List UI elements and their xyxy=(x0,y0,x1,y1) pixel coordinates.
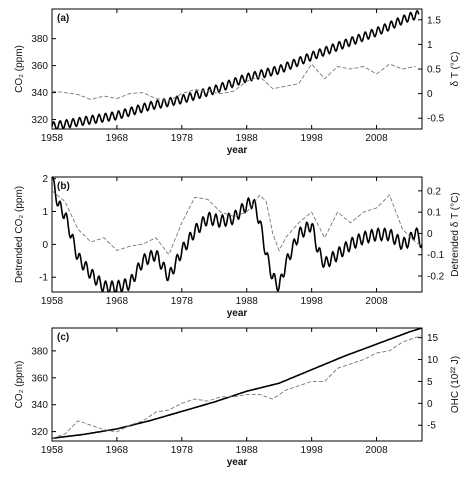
y-left-tick-label: -1 xyxy=(39,273,48,284)
chart-panel-2: 1958 1968 1978 1988 1998 2008 -1 0 1 2 -0.2 -0.1 0 0.… xyxy=(14,174,461,319)
y-right-tick-label: 15 xyxy=(427,333,439,344)
x-tick-label: 1998 xyxy=(301,133,324,144)
x-tick-label: 1958 xyxy=(41,133,64,144)
y-right-tick-label: 0.5 xyxy=(427,65,441,76)
x-tick-label: 1988 xyxy=(236,445,259,456)
y-left-tick-label: 1 xyxy=(42,207,48,218)
panel-label: (b) xyxy=(57,181,70,192)
x-tick-label: 1958 xyxy=(41,445,64,456)
x-tick-label: 1988 xyxy=(236,133,259,144)
x-tick-label: 1978 xyxy=(171,133,194,144)
x-tick-label: 2008 xyxy=(365,296,388,307)
y-left-tick-label: 380 xyxy=(31,346,48,357)
y-right-tick-label: -0.5 xyxy=(427,114,445,125)
y-left-tick-label: 320 xyxy=(31,115,48,126)
y-right-tick-label: 0 xyxy=(427,399,433,410)
y-right-tick-label: 10 xyxy=(427,355,439,366)
y-left-tick-label: 380 xyxy=(31,34,48,45)
x-tick-label: 1978 xyxy=(171,296,194,307)
x-tick-label: 1998 xyxy=(301,445,324,456)
x-axis-label: year xyxy=(227,145,248,156)
x-tick-label: 1968 xyxy=(106,133,129,144)
x-axis-label: year xyxy=(227,457,248,468)
chart-panel-1: 1958 1968 1978 1988 1998 2008 320 340 360 380 -0.5… xyxy=(14,8,461,156)
y-right-tick-label: 0 xyxy=(427,229,433,240)
chart-panel-3: 1958 1968 1978 1988 1998 2008 320 340 360 380 -5 0 5… xyxy=(14,327,461,468)
y-left-tick-label: 0 xyxy=(42,240,48,251)
series-line-dashed xyxy=(52,190,422,256)
plot-frame xyxy=(51,327,423,442)
plot-frame xyxy=(51,176,423,293)
y-left-tick-label: 360 xyxy=(31,61,48,72)
y-right-tick-label: 5 xyxy=(427,377,433,388)
series-line-dashed xyxy=(52,63,416,102)
y-left-tick-label: 320 xyxy=(31,427,48,438)
panel-label: (c) xyxy=(57,332,69,343)
y-left-axis-label: CO₂ (ppm) xyxy=(14,361,25,409)
y-right-tick-label: -0.2 xyxy=(427,272,445,283)
y-left-tick-label: 2 xyxy=(42,174,48,185)
series-line-dashed xyxy=(52,334,422,439)
y-right-axis-label: Detrended δ T (°C) xyxy=(450,192,461,276)
x-tick-label: 2008 xyxy=(365,133,388,144)
plot-frame xyxy=(51,8,423,130)
x-tick-label: 1968 xyxy=(106,445,129,456)
y-left-axis-label: CO₂ (ppm) xyxy=(14,45,25,93)
y-right-axis-label: OHC (10²² J) xyxy=(450,356,461,413)
y-right-tick-label: -5 xyxy=(427,421,436,432)
series-line-solid xyxy=(52,9,420,129)
y-left-tick-label: 340 xyxy=(31,400,48,411)
y-right-tick-label: 0 xyxy=(427,89,433,100)
y-left-axis-label: Detrended CO₂ (ppm) xyxy=(14,186,25,283)
y-right-axis-label: δ T (°C) xyxy=(450,52,461,87)
x-tick-label: 1958 xyxy=(41,296,64,307)
y-left-tick-label: 360 xyxy=(31,373,48,384)
x-tick-label: 2008 xyxy=(365,445,388,456)
y-right-tick-label: 1 xyxy=(427,40,433,51)
x-tick-label: 1968 xyxy=(106,296,129,307)
y-left-tick-label: 340 xyxy=(31,88,48,99)
y-right-tick-label: 1.5 xyxy=(427,15,441,26)
series-line-solid xyxy=(52,177,422,292)
panel-label: (a) xyxy=(57,13,69,24)
x-tick-label: 1998 xyxy=(301,296,324,307)
x-axis-label: year xyxy=(227,308,248,319)
y-right-tick-label: 0.2 xyxy=(427,186,441,197)
series-line-solid xyxy=(52,328,422,440)
y-right-tick-label: 0.1 xyxy=(427,208,441,219)
x-tick-label: 1978 xyxy=(171,445,194,456)
y-right-tick-label: -0.1 xyxy=(427,250,445,261)
x-tick-label: 1988 xyxy=(236,296,259,307)
